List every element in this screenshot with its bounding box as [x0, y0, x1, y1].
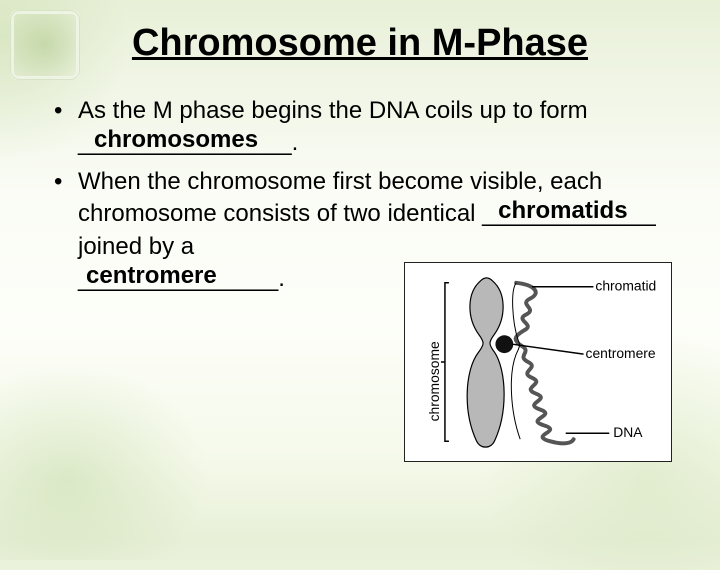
bullet-2-fill-1: chromatids	[498, 195, 627, 227]
bullet-2-post: .	[278, 265, 285, 292]
content-area: As the M phase begins the DNA coils up t…	[0, 65, 720, 295]
label-chromatid: chromatid	[595, 278, 656, 294]
diagram-right-chromatid-outline	[511, 283, 520, 439]
label-dna: DNA	[613, 424, 643, 440]
bg-decor-bottom-left	[0, 360, 210, 560]
bullet-1-post: .	[292, 129, 299, 156]
bullet-2-mid: joined by a	[78, 233, 194, 260]
chromosome-diagram: chromatid centromere DNA chromosome	[404, 262, 672, 462]
diagram-left-chromatid	[467, 278, 504, 447]
page-title: Chromosome in M-Phase	[0, 0, 720, 65]
diagram-centromere-dot	[495, 335, 513, 353]
bullet-1: As the M phase begins the DNA coils up t…	[50, 95, 680, 160]
label-chromosome: chromosome	[426, 341, 442, 421]
bullet-1-fill: chromosomes	[94, 124, 258, 156]
bullet-2-fill-2: centromere	[86, 260, 217, 292]
diagram-chromosome-bracket	[441, 283, 449, 441]
label-centromere: centromere	[586, 345, 656, 361]
diagram-right-chromatid-coil	[516, 283, 574, 444]
bullet-1-pre: As the M phase begins the DNA coils up t…	[78, 97, 588, 124]
